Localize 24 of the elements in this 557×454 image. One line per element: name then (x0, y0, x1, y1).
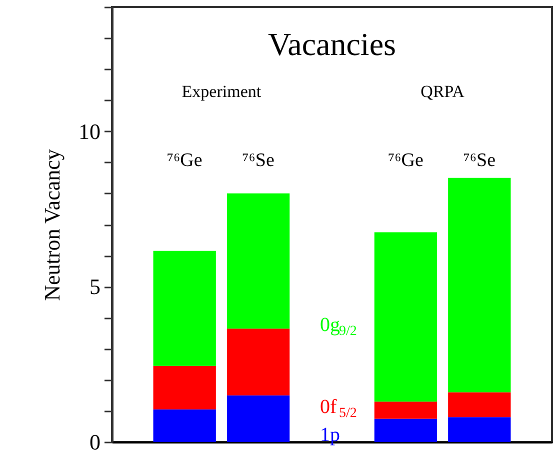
y-tick-label: 10 (78, 118, 100, 144)
bar (374, 232, 438, 402)
y-axis-title: Neutron Vacancy (40, 149, 64, 301)
text: Vacancies (268, 26, 396, 62)
x-tick-label: ⁷⁶Ge (166, 150, 202, 171)
annotation: Experiment (182, 82, 262, 101)
bar (448, 178, 511, 392)
x-tick-label: ⁷⁶Ge (388, 150, 424, 171)
x-tick-label: ⁷⁶Se (463, 150, 496, 171)
x-tick-label: ⁷⁶Se (242, 150, 274, 171)
series-label: 1p (320, 424, 340, 446)
bar (226, 193, 290, 329)
bar (448, 392, 511, 418)
bar (153, 409, 216, 442)
bar (226, 395, 290, 442)
bar (374, 418, 438, 442)
y-tick-label: 5 (90, 274, 100, 300)
bar (226, 328, 290, 396)
y-tick-label: 0 (90, 430, 100, 454)
bar (448, 417, 511, 442)
bar (153, 250, 216, 366)
annotation: QRPA (420, 82, 466, 101)
bar (374, 402, 438, 419)
bar (153, 366, 216, 410)
